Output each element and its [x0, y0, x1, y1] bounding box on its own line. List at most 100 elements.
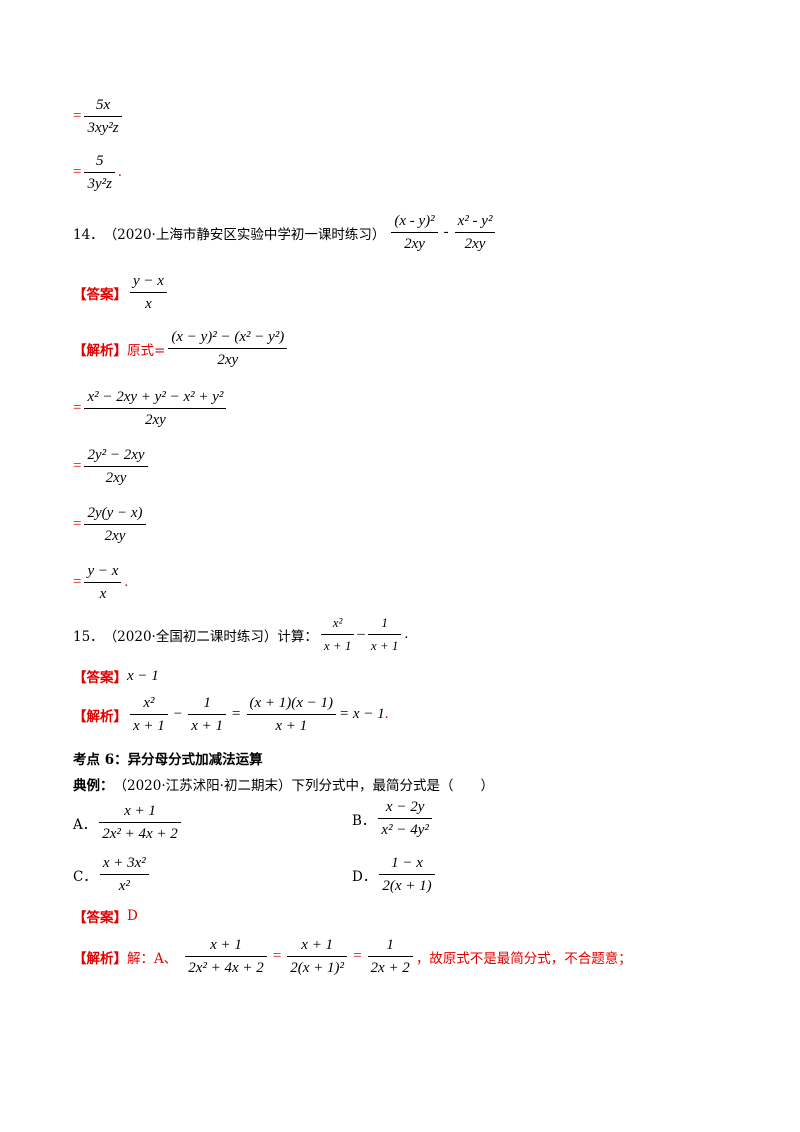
denominator: 2xy — [404, 236, 425, 252]
question-source: （2020·上海市静安区实验中学初一课时练习） — [103, 226, 386, 243]
denominator: 2x + 2 — [370, 960, 410, 976]
option-label: D． — [352, 868, 377, 885]
answer-label: 【答案】 — [73, 670, 127, 686]
option-b: B． x − 2y x² − 4y² — [352, 798, 435, 839]
analysis-label: 【解析】 — [73, 342, 127, 359]
step-line: = x² − 2xy + y² − x² + y² 2xy — [73, 388, 229, 429]
fraction: x + 3x² x² — [99, 854, 149, 895]
denominator: x² − 4y² — [381, 822, 429, 838]
analysis-label: 【解析】 — [73, 950, 127, 967]
denominator: 2xy — [105, 470, 127, 486]
numerator: x + 1 — [301, 937, 334, 953]
analysis-label: 【解析】 — [73, 708, 127, 725]
answer-label: 【答案】 — [73, 910, 127, 926]
fraction-bar — [185, 956, 267, 957]
fraction-bar — [84, 524, 146, 525]
numerator: (x - y)² — [394, 213, 435, 229]
question-source: （2020·全国初二课时练习）计算： — [103, 628, 318, 645]
fraction: (x − y)² − (x² − y²) 2xy — [168, 328, 288, 369]
fraction-bar — [379, 874, 435, 875]
analysis-16: 【解析】 解：A、 x + 1 2x² + 4x + 2 = x + 1 2(x… — [73, 936, 632, 977]
step-line: = 2y² − 2xy 2xy — [73, 446, 151, 487]
fraction-bar — [287, 956, 348, 957]
fraction: (x - y)² 2xy — [391, 212, 438, 253]
fraction: 1 x + 1 — [367, 614, 402, 655]
conclusion-text: ，故原式不是最简分式，不合题意； — [415, 950, 632, 967]
result: = x − 1 — [339, 706, 385, 722]
step-line: = 2y(y − x) 2xy — [73, 504, 149, 545]
fraction: x² − 2xy + y² − x² + y² 2xy — [84, 388, 227, 429]
numerator: 1 — [386, 937, 394, 953]
minus-sign: – — [357, 626, 365, 642]
answer-16: 【答案】 D — [73, 906, 138, 926]
question-number: 15． — [73, 628, 104, 645]
fraction: 2y(y − x) 2xy — [84, 504, 146, 545]
answer-value: x − 1 — [127, 667, 159, 684]
equals-sign: = — [73, 458, 82, 474]
numerator: x + 1 — [124, 803, 156, 819]
numerator: x + 3x² — [102, 855, 146, 871]
denominator: 2xy — [217, 352, 239, 368]
equals-sign: = — [232, 706, 241, 722]
example-text: （2020·江苏沭阳·初二期末）下列分式中，最简分式是（ ） — [113, 778, 494, 794]
fraction-bar — [130, 714, 168, 715]
fraction-bar — [378, 818, 432, 819]
denominator: 2(x + 1) — [382, 878, 432, 894]
denominator: x — [145, 296, 152, 312]
equals-sign: = — [73, 516, 82, 532]
minus-sign: - — [443, 224, 449, 240]
answer-14: 【答案】 y − x x — [73, 272, 170, 313]
analysis-15: 【解析】 x² x + 1 − 1 x + 1 = (x + 1)(x − 1)… — [73, 694, 388, 735]
numerator: 1 — [203, 695, 211, 711]
option-d: D． 1 − x 2(x + 1) — [352, 854, 438, 895]
fraction-bar — [367, 634, 402, 635]
numerator: x² — [143, 695, 155, 711]
analysis-prefix: 原式= — [127, 342, 166, 359]
denominator: 2(x + 1)² — [290, 960, 345, 976]
option-c: C． x + 3x² x² — [73, 854, 152, 895]
fraction: (x + 1)(x − 1) x + 1 — [246, 694, 337, 735]
numerator: 5 — [95, 153, 104, 169]
fraction: x² x + 1 — [130, 694, 168, 735]
denominator: 3xy²z — [87, 120, 119, 136]
equals-sign: = — [73, 574, 82, 590]
fraction: 5 3y²z — [84, 152, 115, 193]
denominator: 2x² + 4x + 2 — [188, 960, 264, 976]
step-line-top-2: = 5 3y²z . — [73, 152, 122, 193]
section-title: 考点 6：异分母分式加减法运算 — [73, 748, 263, 768]
fraction: 2y² − 2xy 2xy — [84, 446, 148, 487]
answer-value: D — [127, 908, 138, 924]
example-label: 典例： — [73, 778, 114, 794]
option-label: A． — [73, 816, 97, 833]
fraction: x − 2y x² − 4y² — [378, 798, 432, 839]
numerator: 5x — [95, 97, 111, 113]
fraction: x + 1 2x² + 4x + 2 — [99, 802, 181, 843]
option-label: C． — [73, 868, 97, 885]
analysis-14: 【解析】 原式= (x − y)² − (x² − y²) 2xy — [73, 328, 290, 369]
period: . — [384, 706, 389, 722]
denominator: 2x² + 4x + 2 — [102, 826, 178, 842]
denominator: x² — [118, 878, 130, 894]
fraction-bar — [320, 634, 355, 635]
denominator: 2xy — [464, 236, 486, 252]
fraction: x + 1 2(x + 1)² — [287, 936, 348, 977]
denominator: x + 1 — [275, 718, 308, 734]
fraction-bar — [367, 956, 413, 957]
step-line: = y − x x . — [73, 562, 128, 603]
fraction: y − x x — [84, 562, 122, 603]
numerator: (x + 1)(x − 1) — [249, 695, 334, 711]
step-line-top-1: = 5x 3xy²z — [73, 96, 125, 137]
denominator: x + 1 — [191, 718, 224, 734]
denominator: 3y²z — [87, 176, 112, 192]
fraction: 1 x + 1 — [188, 694, 227, 735]
period: . — [404, 626, 409, 642]
numerator: (x − y)² − (x² − y²) — [171, 329, 285, 345]
denominator: x — [99, 586, 107, 602]
denominator: 2xy — [145, 412, 166, 428]
fraction-bar — [84, 116, 122, 117]
section-title-text: 考点 6：异分母分式加减法运算 — [73, 752, 263, 768]
fraction-bar — [168, 348, 288, 349]
numerator: 1 − x — [391, 855, 423, 871]
numerator: y − x — [133, 273, 164, 289]
fraction-bar — [84, 408, 227, 409]
